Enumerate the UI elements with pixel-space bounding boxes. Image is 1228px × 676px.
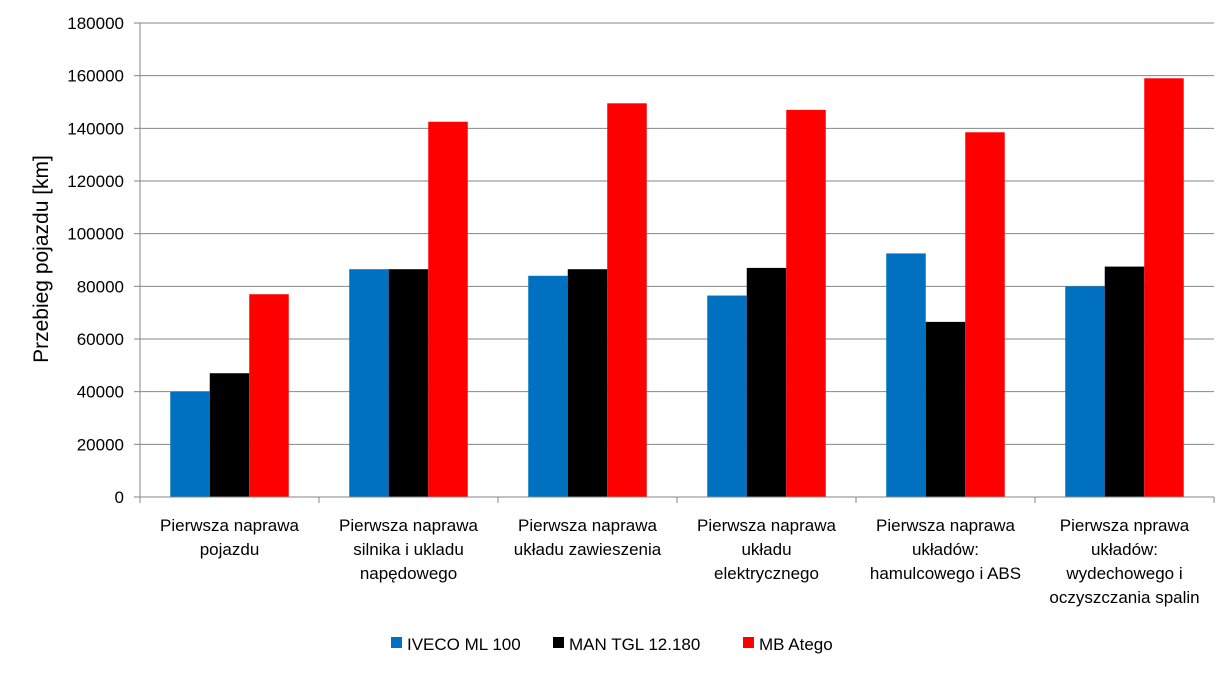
bar [707, 295, 747, 497]
y-tick-label: 40000 [77, 383, 124, 402]
bar [388, 269, 429, 497]
bar [746, 267, 787, 497]
y-tick-label: 60000 [77, 330, 124, 349]
bar [965, 132, 1005, 498]
bar [786, 109, 826, 498]
x-category-labels: Pierwsza naprawa pojazdu Pierwsza naprawa s… [160, 516, 1200, 607]
bar [349, 269, 389, 497]
bar [1144, 78, 1184, 498]
y-tick-label: 100000 [67, 225, 124, 244]
bar [925, 321, 966, 497]
bar [209, 373, 250, 497]
y-tick-label: 180000 [67, 14, 124, 33]
bars-group [170, 78, 1184, 498]
x-category-label: Pierwsza naprawa układów: hamulcowego i AB… [870, 516, 1021, 583]
x-category-label: Pierwsza naprawa układu zawieszenia [514, 516, 662, 559]
y-tick-label: 120000 [67, 172, 124, 191]
legend-swatch [391, 637, 402, 648]
y-tick-label: 0 [115, 488, 124, 507]
bar [528, 275, 568, 497]
legend-label: IVECO ML 100 [407, 635, 521, 654]
y-tick-labels: 0 20000 40000 60000 80000 100000 120000 140000 1… [67, 14, 124, 507]
legend-label: MAN TGL 12.180 [569, 635, 700, 654]
y-tick-label: 140000 [67, 119, 124, 138]
gridlines [140, 22, 1214, 445]
y-axis-title: Przebieg pojazdu [km] [30, 155, 53, 363]
legend-swatch [553, 637, 564, 648]
bar [249, 294, 289, 497]
legend: IVECO ML 100 MAN TGL 12.180 MB Atego [391, 635, 833, 654]
legend-label: MB Atego [759, 635, 833, 654]
bar [567, 269, 608, 497]
bar [1104, 266, 1145, 497]
x-category-label: Pierwsza naprawa układu elektrycznego [697, 516, 836, 583]
x-category-label: Pierwsza nprawa układów: wydechowego i oczy… [1049, 516, 1199, 607]
bar [170, 391, 210, 497]
x-category-label: Pierwsza naprawa silnika i ukladu napędowe… [339, 516, 478, 583]
x-category-label: Pierwsza naprawa pojazdu [160, 516, 299, 559]
legend-swatch [743, 637, 754, 648]
bar [607, 103, 647, 498]
axes-group [134, 22, 1215, 503]
y-tick-label: 160000 [67, 67, 124, 86]
y-tick-label: 20000 [77, 435, 124, 454]
y-tick-label: 80000 [77, 277, 124, 296]
bar [1065, 286, 1105, 497]
bar [886, 253, 926, 497]
bar [428, 121, 468, 497]
